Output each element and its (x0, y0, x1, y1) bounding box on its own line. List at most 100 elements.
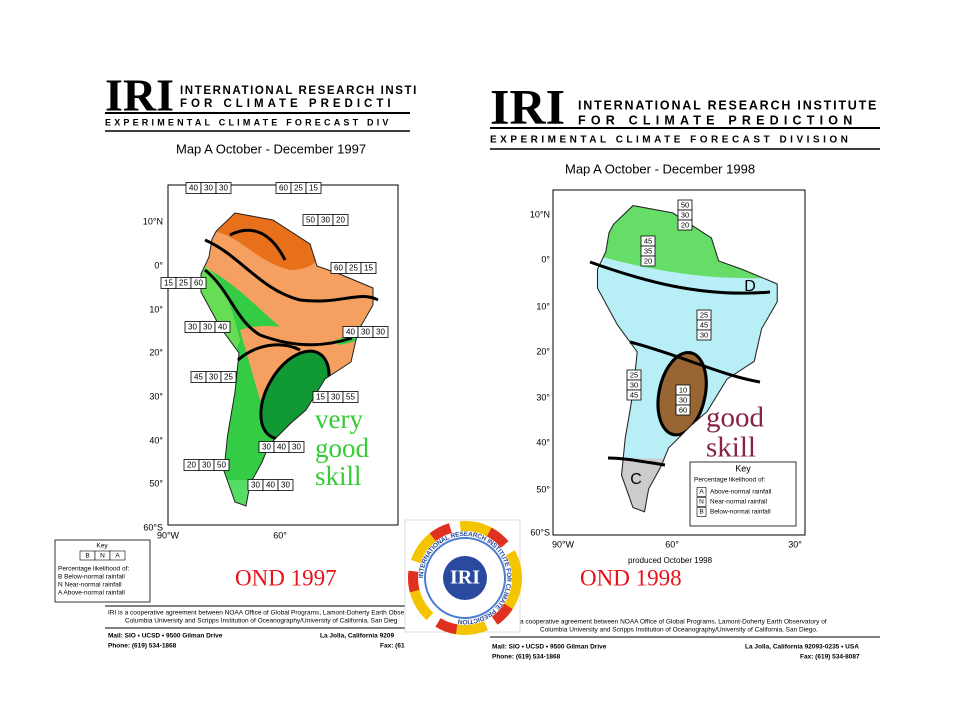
produced: produced October 1998 (628, 556, 713, 565)
prob-value: 55 (346, 393, 355, 402)
footer: a cooperative agreement between NOAA Off… (520, 619, 827, 626)
lat-label: 20° (536, 346, 550, 356)
logo-ring (408, 521, 522, 635)
prob-value: 25 (349, 264, 358, 273)
prob-cell (213, 459, 230, 471)
division: EXPERIMENTAL CLIMATE FORECAST DIVISION (490, 135, 851, 146)
prob-value: 40 (346, 328, 355, 337)
prob-cell (696, 329, 712, 341)
prob-value: 25 (294, 184, 303, 193)
footer: IRI is a cooperative agreement between N… (108, 610, 410, 617)
key-cell (696, 507, 707, 517)
prob-cell (677, 219, 693, 231)
prob-value: 15 (364, 264, 373, 273)
prob-cell (360, 262, 377, 274)
key-cell (696, 497, 707, 507)
key-heading: Percentage likelihood of: (58, 566, 129, 573)
logo-ring (408, 521, 522, 635)
skill-note: skill (706, 432, 756, 464)
prob-cell (342, 391, 359, 403)
prob-value: 30 (292, 443, 301, 452)
contour (229, 228, 287, 261)
key-item: Near-normal rainfall (710, 499, 768, 506)
key-letter: B (85, 553, 89, 560)
left-panel: IRI INTERNATIONAL RESEARCH INSTI FOR CLI… (54, 70, 416, 650)
prob-value: 20 (187, 461, 196, 470)
prob-cell (305, 182, 322, 194)
contour (237, 343, 301, 362)
key-item: Below-normal rainfall (710, 509, 771, 516)
lon-label: 60° (665, 539, 679, 549)
lat-label: 30° (149, 391, 163, 401)
contact: Fax: (619) 534-8087 (800, 654, 860, 661)
lat-label: 10°N (530, 209, 550, 219)
right-panel: IRI INTERNATIONAL RESEARCH INSTITUTE FOR… (490, 78, 880, 661)
prob-cell (277, 479, 294, 491)
key-title: Key (735, 463, 751, 473)
skill-note: skill (315, 461, 362, 491)
prob-value: 45 (194, 373, 203, 382)
key-letter: A (115, 553, 120, 560)
division: EXPERIMENTAL CLIMATE FORECAST DIV (105, 117, 392, 127)
prob-value: 50 (217, 461, 226, 470)
lat-label: 50° (149, 478, 163, 488)
prob-value: 30 (679, 395, 687, 404)
prob-value: 30 (251, 481, 260, 490)
key-item: A Above-normal rainfall (58, 590, 125, 597)
logo-globe (443, 556, 487, 600)
prob-value: 25 (179, 279, 188, 288)
contact: La Jolla, California 9209 (320, 633, 394, 640)
lon-label: 60° (273, 530, 287, 540)
institute: FOR CLIMATE PREDICTI (180, 98, 395, 110)
institute: INTERNATIONAL RESEARCH INSTITUTE (578, 98, 878, 112)
prob-cell (214, 321, 231, 333)
prob-value: 40 (218, 323, 227, 332)
lat-label: 0° (541, 254, 550, 264)
lat-label: 10° (536, 301, 550, 311)
prob-value: 30 (188, 323, 197, 332)
prob-value: 60 (679, 405, 687, 414)
contact: La Jolla, California 92093-0235 • USA (745, 644, 859, 651)
key-letter: N (100, 553, 105, 560)
region-label: C (630, 471, 642, 488)
prob-value: 30 (331, 393, 340, 402)
prob-cell (190, 277, 207, 289)
prob-cell (640, 255, 656, 267)
footer: Columbia University and Scripps Institut… (540, 627, 818, 634)
skill-note: very (315, 404, 363, 434)
key-item: N Near-normal rainfall (58, 582, 122, 589)
prob-value: 30 (202, 461, 211, 470)
prob-value: 30 (219, 184, 228, 193)
prob-value: 60 (279, 184, 288, 193)
prob-cell (220, 371, 237, 383)
key-cell (696, 487, 707, 497)
prob-cell (332, 214, 349, 226)
prob-value: 30 (209, 373, 218, 382)
key-box (54, 539, 151, 603)
prob-value: 30 (361, 328, 370, 337)
prob-cell (288, 441, 305, 453)
prob-value: 60 (194, 279, 203, 288)
prob-cell (215, 182, 232, 194)
contour (607, 456, 666, 467)
key-item: Above-normal rainfall (710, 489, 772, 496)
key-box (689, 461, 797, 527)
contact: Fax: (61 (380, 643, 405, 650)
prob-value: 20 (336, 216, 345, 225)
prob-value: 15 (316, 393, 325, 402)
institute: FOR CLIMATE PREDICTION (578, 113, 857, 127)
footer: Columbia University and Scripps Institut… (125, 618, 398, 625)
prob-value: 30 (203, 323, 212, 332)
prob-value: 30 (700, 330, 708, 339)
prob-value: 40 (189, 184, 198, 193)
lat-label: 40° (149, 435, 163, 445)
prob-cell (372, 326, 389, 338)
panel-label: OND 1998 (580, 565, 682, 590)
contour (204, 268, 353, 347)
lat-label: 30° (536, 392, 550, 402)
lat-label: 10°N (143, 216, 163, 226)
key-cell (109, 550, 126, 561)
lat-label: 0° (154, 260, 163, 270)
prob-value: 30 (321, 216, 330, 225)
lat-label: 50° (536, 484, 550, 494)
